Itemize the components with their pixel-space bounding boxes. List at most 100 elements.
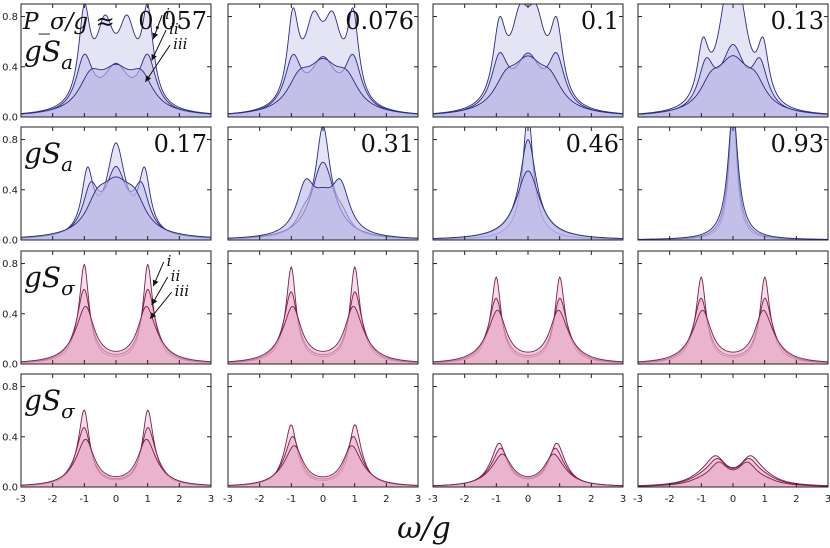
x-tick-label: -3 — [223, 494, 233, 505]
y-tick-label: 0.4 — [2, 62, 18, 73]
row-label-sub: σ — [61, 399, 76, 423]
series-area-iii — [433, 170, 623, 240]
annotation-iii: iii — [173, 35, 188, 53]
series-area-iii — [638, 462, 828, 487]
series-area-iii — [228, 58, 418, 117]
param-value: 0.1 — [581, 7, 619, 35]
series-line-i — [21, 409, 211, 487]
annotation-arrow — [152, 261, 165, 287]
panel-r1-c0: 0.0 0.4 0.8 0.17 gSa — [2, 126, 212, 247]
panel-r3-c1: -3 -2 -1 0 1 2 3 — [223, 373, 421, 505]
panel-frame — [227, 373, 419, 488]
param-value: 0.057 — [138, 7, 207, 35]
annotation-arrow — [151, 29, 167, 61]
series-line-iii — [228, 445, 418, 486]
row-label: gSa — [24, 35, 73, 74]
x-tick-label: 3 — [825, 494, 830, 505]
x-tick-label: 3 — [415, 494, 421, 505]
series-area-iii — [433, 454, 623, 487]
series-area-iii — [228, 306, 418, 364]
panel-r2-c1 — [227, 250, 419, 365]
x-axis-label: ω/g — [397, 511, 451, 546]
series-line-iii — [21, 305, 211, 363]
y-tick-label: 0.0 — [2, 483, 18, 494]
y-tick-label: 0.8 — [2, 259, 18, 270]
x-tick-label: 0 — [730, 494, 736, 505]
panel-r1-c1: 0.31 — [227, 126, 419, 241]
param-value: 0.17 — [154, 130, 207, 158]
panel-frame — [227, 250, 419, 365]
param-prefix: P_σ/g ≈ — [22, 9, 115, 35]
annotation-arrow — [152, 14, 163, 40]
panel-frame — [432, 250, 624, 365]
y-tick-label: 0.0 — [2, 236, 18, 247]
series-area-i — [21, 4, 211, 117]
panel-frame — [432, 373, 624, 488]
param-value: 0.93 — [771, 130, 824, 158]
x-tick-label: 1 — [351, 494, 357, 505]
param-value: 0.076 — [345, 7, 414, 35]
annotation-arrow — [144, 44, 171, 83]
y-tick-label: 0.8 — [2, 382, 18, 393]
panel-r2-c0: 0.0 0.4 0.8 gSσ — [2, 250, 212, 371]
x-tick-label: -2 — [460, 494, 470, 505]
series-area-iii — [638, 127, 828, 240]
series-line-iii — [433, 55, 623, 115]
x-tick-label: -3 — [428, 494, 438, 505]
panel-r2-c2 — [432, 250, 624, 365]
series-area-iii — [638, 310, 828, 364]
x-tick-label: 3 — [208, 494, 214, 505]
panel-r3-c3: -3 -2 -1 0 1 2 3 — [633, 373, 830, 505]
annotation-i: i — [167, 252, 172, 270]
series-line-iii — [638, 55, 828, 115]
panel-r3-c0: 0.0 0.4 0.8 -3 -2 -1 0 1 2 3 gSσ — [2, 373, 214, 505]
series-area-iii — [21, 176, 211, 240]
x-tick-label: 1 — [556, 494, 562, 505]
series-area-i — [228, 267, 418, 364]
x-tick-label: 2 — [588, 494, 594, 505]
x-tick-label: 2 — [383, 494, 389, 505]
series-line-iii — [21, 63, 211, 115]
x-tick-label: 2 — [793, 494, 799, 505]
x-tick-label: -1 — [491, 494, 501, 505]
series-area-i — [433, 277, 623, 364]
annotation-arrow — [151, 276, 169, 306]
series-area-iii — [228, 178, 418, 240]
panel-r3-c2: -3 -2 -1 0 1 2 3 — [428, 373, 626, 505]
panel-r0-c3: 0.13 — [637, 3, 829, 118]
y-tick-label: 0.8 — [2, 12, 18, 23]
param-value: 0.31 — [361, 130, 414, 158]
series-line-iii — [21, 438, 211, 486]
row-label-sub: σ — [61, 276, 76, 300]
panel-r1-c2: 0.46 — [432, 126, 624, 241]
y-tick-label: 0.0 — [2, 360, 18, 371]
param-value: 0.46 — [566, 130, 619, 158]
param-value: 0.13 — [771, 7, 824, 35]
panel-r0-c2: 0.1 — [432, 3, 624, 118]
x-tick-label: -1 — [79, 494, 89, 505]
x-tick-label: -3 — [16, 494, 26, 505]
row-label: gSσ — [24, 384, 76, 423]
series-line-i — [433, 276, 623, 364]
series-area-iii — [638, 55, 828, 117]
x-tick-label: -2 — [255, 494, 265, 505]
series-area-i — [21, 410, 211, 487]
panel-frame — [637, 250, 829, 365]
series-line-i — [638, 4, 828, 115]
series-line-iii — [228, 57, 418, 115]
series-line-iii — [21, 176, 211, 238]
series-line-i — [228, 7, 418, 115]
series-area-iii — [228, 445, 418, 487]
x-tick-label: -3 — [633, 494, 643, 505]
series-area-iii — [21, 64, 211, 117]
x-tick-label: 0 — [113, 494, 119, 505]
series-line-iii — [433, 309, 623, 363]
series-line-i — [228, 266, 418, 364]
y-tick-label: 0.4 — [2, 432, 18, 443]
annotation-i: i — [165, 5, 170, 23]
x-tick-label: 0 — [525, 494, 531, 505]
annotation-ii: ii — [171, 267, 181, 285]
series-area-i — [638, 277, 828, 364]
panel-r0-c0: 0.0 0.4 0.8 0.057 P_σ/g ≈gSa — [2, 3, 212, 124]
